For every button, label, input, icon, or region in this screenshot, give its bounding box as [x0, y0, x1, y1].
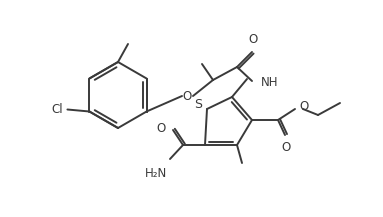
Text: Cl: Cl — [52, 103, 64, 116]
Text: NH: NH — [261, 76, 278, 89]
Text: O: O — [248, 33, 258, 46]
Text: O: O — [299, 100, 308, 113]
Text: O: O — [157, 123, 166, 135]
Text: O: O — [182, 89, 192, 102]
Text: S: S — [194, 99, 202, 112]
Text: H₂N: H₂N — [145, 167, 167, 180]
Text: O: O — [282, 141, 291, 154]
